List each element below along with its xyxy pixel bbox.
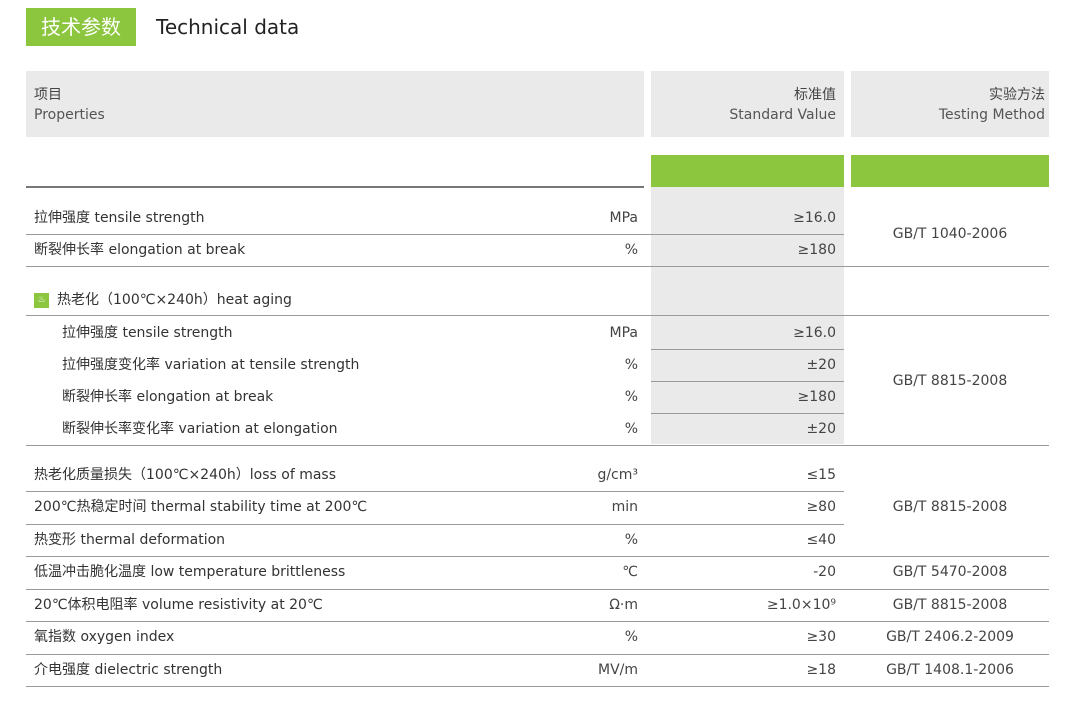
row-divider (651, 349, 844, 350)
row-unit: MV/m (597, 662, 638, 678)
table-row: 断裂伸长率 elongation at break % ≥180 (26, 234, 846, 266)
row-property: 断裂伸长率变化率 variation at elongation (62, 421, 338, 437)
row-unit: % (624, 242, 638, 258)
row-divider (26, 556, 1049, 557)
row-standard-value: ≤40 (806, 532, 836, 548)
row-property: 热变形 thermal deformation (34, 532, 226, 548)
row-unit: ℃ (622, 564, 638, 580)
row-standard-value: ±20 (806, 357, 836, 373)
header-standard-value: 标准值 Standard Value (651, 71, 844, 137)
row-property: 断裂伸长率 elongation at break (62, 389, 274, 405)
row-divider (26, 524, 844, 525)
table-row: 断裂伸长率变化率 variation at elongation % ±20 (26, 413, 846, 445)
row-unit: % (624, 357, 638, 373)
row-standard-value: ≤15 (806, 467, 836, 483)
row-standard-value: ≥18 (806, 662, 836, 678)
row-standard-value: ≥180 (797, 389, 836, 405)
row-property: 200℃热稳定时间 thermal stability time at 200℃ (34, 499, 368, 515)
heat-icon: ♨ (34, 292, 49, 308)
table-row: 介电强度 dielectric strength MV/m ≥18 (26, 654, 846, 686)
row-property: 低温冲击脆化温度 low temperature brittleness (34, 564, 346, 580)
row-unit: Ω·m (609, 597, 638, 613)
row-divider (26, 686, 1049, 687)
row-property: 介电强度 dielectric strength (34, 662, 223, 678)
testing-method: GB/T 1408.1-2006 (886, 662, 1014, 678)
row-divider (651, 413, 844, 414)
row-property: 断裂伸长率 elongation at break (34, 242, 246, 258)
row-property-group: ♨ 热老化（100℃×240h）heat aging (34, 284, 292, 316)
table-row: 热老化质量损失（100℃×240h）loss of mass g/cm³ ≤15 (26, 459, 846, 491)
row-property: 拉伸强度变化率 variation at tensile strength (62, 357, 360, 373)
row-divider (26, 621, 1049, 622)
row-divider (651, 381, 844, 382)
row-standard-value: ≥1.0×10⁹ (766, 597, 836, 613)
row-unit: % (624, 421, 638, 437)
header-testing-en: Testing Method (938, 107, 1045, 123)
table-row: 拉伸强度 tensile strength MPa ≥16.0 (26, 317, 846, 349)
header-testing-cn: 实验方法 (989, 87, 1045, 103)
row-unit: MPa (609, 325, 638, 341)
table-row: 断裂伸长率 elongation at break % ≥180 (26, 381, 846, 413)
testing-method: GB/T 8815-2008 (892, 373, 1008, 389)
row-property: 20℃体积电阻率 volume resistivity at 20℃ (34, 597, 323, 613)
accent-bar-testing (851, 155, 1049, 187)
table-row: 热变形 thermal deformation % ≤40 (26, 524, 846, 556)
table-row: 拉伸强度 tensile strength MPa ≥16.0 (26, 202, 846, 234)
row-divider (26, 315, 1049, 316)
header-standard-en: Standard Value (729, 107, 836, 123)
row-standard-value: ±20 (806, 421, 836, 437)
row-standard-value: ≥16.0 (793, 210, 836, 226)
row-standard-value: ≥80 (806, 499, 836, 515)
testing-method: GB/T 5470-2008 (892, 564, 1008, 580)
row-divider (26, 266, 1049, 267)
table-top-rule (26, 186, 644, 188)
row-standard-value: ≥16.0 (793, 325, 836, 341)
table-row: 低温冲击脆化温度 low temperature brittleness ℃ -… (26, 556, 846, 588)
group-heading-text: 热老化（100℃×240h）heat aging (57, 292, 292, 308)
row-unit: g/cm³ (597, 467, 638, 483)
testing-method: GB/T 8815-2008 (892, 499, 1008, 515)
row-property: 拉伸强度 tensile strength (62, 325, 233, 341)
header-properties-cn: 项目 (34, 87, 62, 103)
table-row: 20℃体积电阻率 volume resistivity at 20℃ Ω·m ≥… (26, 589, 846, 621)
row-standard-value: ≥180 (797, 242, 836, 258)
section-title-en: Technical data (156, 15, 300, 39)
row-property: 氧指数 oxygen index (34, 629, 175, 645)
testing-method: GB/T 1040-2006 (892, 226, 1008, 242)
table-row: 拉伸强度变化率 variation at tensile strength % … (26, 349, 846, 381)
header-testing-method: 实验方法 Testing Method (851, 71, 1049, 137)
table-row: 200℃热稳定时间 thermal stability time at 200℃… (26, 491, 846, 523)
testing-method: GB/T 8815-2008 (892, 597, 1008, 613)
row-property: 拉伸强度 tensile strength (34, 210, 205, 226)
row-divider (26, 491, 844, 492)
row-unit: % (624, 532, 638, 548)
row-unit: % (624, 389, 638, 405)
row-divider (26, 589, 1049, 590)
row-unit: MPa (609, 210, 638, 226)
table-row-group-heading: ♨ 热老化（100℃×240h）heat aging (26, 284, 846, 316)
accent-bar-standard (651, 155, 844, 187)
row-divider (26, 445, 1049, 446)
row-property: 热老化质量损失（100℃×240h）loss of mass (34, 467, 337, 483)
header-properties: 项目 Properties (26, 71, 644, 137)
section-title-cn: 技术参数 (26, 8, 136, 46)
row-unit: % (624, 629, 638, 645)
row-divider (26, 234, 844, 235)
row-standard-value: ≥30 (806, 629, 836, 645)
header-standard-cn: 标准值 (794, 87, 836, 103)
testing-method: GB/T 2406.2-2009 (886, 629, 1014, 645)
table-row: 氧指数 oxygen index % ≥30 (26, 621, 846, 653)
header-properties-en: Properties (34, 107, 105, 123)
row-divider (26, 654, 1049, 655)
row-unit: min (611, 499, 638, 515)
row-standard-value: -20 (813, 564, 836, 580)
